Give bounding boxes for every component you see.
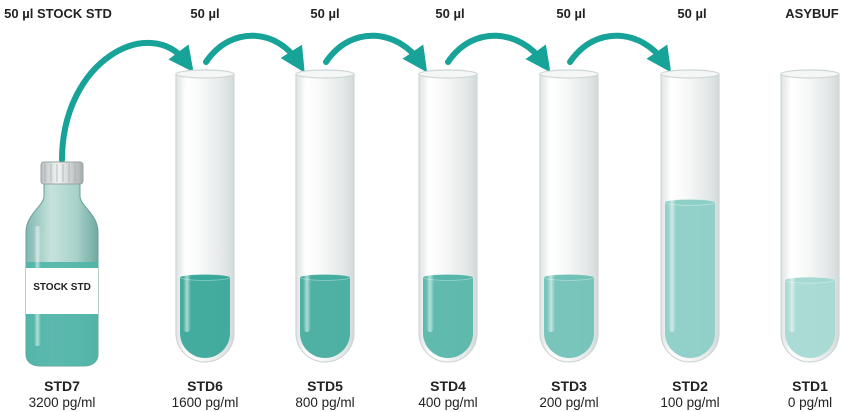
test-tube-std6 <box>175 69 235 363</box>
test-tube-std3 <box>539 69 599 363</box>
std4-to-std3-arrow <box>445 32 551 73</box>
tube-liquid <box>665 202 715 358</box>
std5-concentration: 800 pg/ml <box>295 395 355 410</box>
std6-transfer-label: 50 µl <box>190 6 220 21</box>
tube-liquid <box>180 277 230 358</box>
tube-liquid <box>423 277 473 358</box>
test-tube-std5 <box>295 69 355 363</box>
std5-to-std4-arrow <box>323 32 428 73</box>
tube-rim <box>780 69 840 79</box>
std5-transfer-label: 50 µl <box>310 6 340 21</box>
std6-to-std5-arrow <box>203 32 305 73</box>
std6-name: STD6 <box>187 378 223 394</box>
std3-concentration: 200 pg/ml <box>539 395 599 410</box>
std4-concentration: 400 pg/ml <box>418 395 478 410</box>
tube-rim <box>175 69 235 79</box>
std2-name: STD2 <box>672 378 708 394</box>
tube-shine <box>668 84 676 332</box>
liquid-surface <box>422 273 474 281</box>
std6-concentration: 1600 pg/ml <box>171 395 239 410</box>
std5-name: STD5 <box>307 378 343 394</box>
tube-liquid <box>300 277 350 358</box>
std1-concentration: 0 pg/ml <box>787 395 833 410</box>
std7-name: STD7 <box>44 378 80 394</box>
tube-shine <box>788 84 796 332</box>
liquid-surface <box>664 198 716 206</box>
tube-rim <box>418 69 478 79</box>
std4-transfer-label: 50 µl <box>435 6 465 21</box>
bottle-shine <box>34 226 41 346</box>
tube-shine <box>303 84 311 332</box>
tube-rim <box>295 69 355 79</box>
liquid-surface <box>543 273 595 281</box>
tube-rim <box>660 69 720 79</box>
std2-transfer-label: 50 µl <box>677 6 707 21</box>
stock-bottle <box>25 161 99 367</box>
bottle-cap <box>40 161 84 185</box>
std2-concentration: 100 pg/ml <box>660 395 720 410</box>
test-tube-std2 <box>660 69 720 363</box>
tube-shine <box>547 84 555 332</box>
test-tube-std4 <box>418 69 478 363</box>
tube-shine <box>426 84 434 332</box>
tube-shine <box>183 84 191 332</box>
stock-to-std6-arrow <box>59 40 194 163</box>
std4-name: STD4 <box>430 378 466 394</box>
std1-diluent-label: ASYBUF <box>785 6 839 21</box>
liquid-surface <box>784 276 836 284</box>
std1-name: STD1 <box>792 378 828 394</box>
std3-to-std2-arrow <box>567 32 672 73</box>
tube-rim <box>539 69 599 79</box>
std3-transfer-label: 50 µl <box>556 6 586 21</box>
tube-liquid <box>544 277 594 358</box>
test-tube-std1 <box>780 69 840 363</box>
std3-name: STD3 <box>551 378 587 394</box>
bottle-label-text: STOCK STD <box>33 282 91 293</box>
stock-transfer-label: 50 µl STOCK STD <box>4 6 112 21</box>
tube-liquid <box>785 280 835 358</box>
std7-concentration: 3200 pg/ml <box>28 395 96 410</box>
liquid-surface <box>299 273 351 281</box>
liquid-surface <box>179 273 231 281</box>
